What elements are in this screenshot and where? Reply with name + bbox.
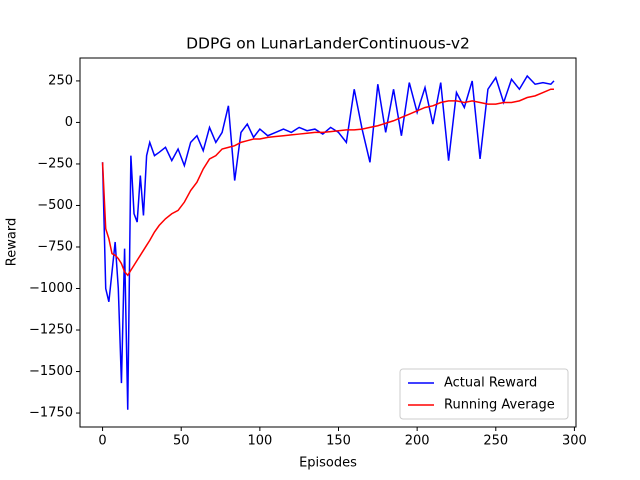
legend-box (399, 368, 569, 420)
x-tick-label: 300 (562, 434, 587, 449)
y-tick-label: 250 (48, 73, 73, 88)
plot-frame (79, 57, 577, 428)
y-tick-label: −750 (37, 239, 73, 254)
data-line (101, 88, 554, 277)
chart-title: DDPG on LunarLanderContinuous-v2 (186, 35, 470, 53)
y-tick-label: −500 (37, 198, 73, 213)
x-tick-label: 100 (247, 434, 272, 449)
x-tick-label: 0 (98, 434, 106, 449)
y-tick-label: −1250 (29, 323, 73, 338)
x-tick-label: 200 (405, 434, 430, 449)
x-tick-label: 250 (483, 434, 508, 449)
data-line (101, 74, 555, 410)
x-axis-label: Episodes (299, 456, 357, 471)
y-tick-label: −250 (37, 156, 73, 171)
y-tick-label: −1500 (29, 364, 73, 379)
x-tick-label: 50 (173, 434, 190, 449)
legend-label: Running Average (444, 398, 555, 413)
y-tick-label: 0 (65, 115, 73, 130)
x-tick-label: 150 (326, 434, 351, 449)
y-axis-label: Reward (5, 218, 20, 266)
legend-label: Actual Reward (444, 376, 537, 391)
y-tick-label: −1750 (29, 406, 73, 421)
y-tick-label: −1000 (29, 281, 73, 296)
